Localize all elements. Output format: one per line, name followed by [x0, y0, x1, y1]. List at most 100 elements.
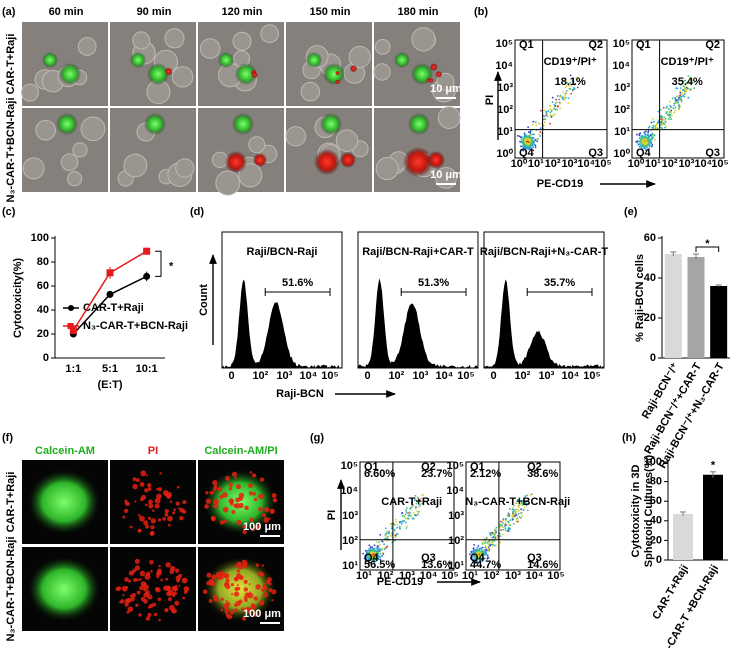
pi-spot: [220, 608, 223, 612]
tick-label: 10³: [497, 82, 513, 94]
pi-spot: [219, 520, 225, 525]
time-label: 180 min: [398, 6, 439, 18]
flow-dot: [636, 133, 638, 136]
pi-spot: [165, 577, 169, 581]
flow-dot: [507, 521, 510, 524]
flow-dot: [394, 536, 397, 539]
flow-dot: [525, 504, 528, 507]
flow-dot: [479, 561, 482, 564]
flow-dot: [367, 556, 370, 559]
pi-spot: [236, 484, 241, 490]
cell: [373, 63, 391, 81]
tick-label: 10⁵: [583, 370, 600, 382]
red-cell: [403, 147, 433, 177]
tick-label: 10¹: [342, 560, 358, 572]
cell: [375, 156, 399, 181]
quadrant-label: Q3: [705, 147, 720, 159]
flow-dot: [473, 544, 476, 546]
pi-spot: [183, 586, 190, 592]
flow-dot: [412, 504, 415, 507]
red-spot: [335, 79, 340, 85]
flow-dot: [662, 121, 664, 124]
quadrant-percent: 56.5%: [364, 559, 395, 571]
flow-dot: [471, 552, 473, 555]
flow-dot: [415, 499, 418, 502]
y-tick-label: 20: [644, 312, 656, 324]
flow-dot: [652, 118, 654, 120]
flow-dot: [377, 548, 379, 550]
pi-spot: [222, 506, 229, 513]
flow-dot: [655, 124, 658, 127]
pi-spot: [145, 474, 148, 477]
flow-dot: [559, 107, 561, 110]
pi-spot: [163, 585, 169, 591]
flow-dot: [520, 517, 522, 519]
flow-dot: [568, 87, 571, 90]
quadrant-label: Q2: [527, 461, 542, 473]
flow-dot: [365, 557, 368, 560]
pi-spot: [122, 515, 126, 519]
pi-spot: [213, 594, 217, 599]
pi-spot: [172, 511, 176, 515]
tick-label: 10⁵: [496, 38, 513, 50]
pi-spot: [124, 602, 129, 607]
flow-dot: [565, 79, 567, 82]
flow-dot: [406, 517, 409, 519]
flow-dot: [539, 131, 542, 133]
cell: [66, 171, 83, 187]
pi-spot: [252, 610, 259, 617]
flow-dot: [646, 146, 648, 149]
flow-dot: [495, 526, 498, 529]
flow-dot: [647, 131, 649, 134]
spheroid: [28, 470, 100, 534]
significance-bracket: [695, 246, 720, 252]
flow-dot: [664, 120, 667, 123]
y-tick-label: 80: [650, 476, 662, 488]
flow-dot: [649, 138, 651, 141]
flow-dot: [481, 546, 484, 549]
pi-spot: [145, 524, 150, 529]
significance-bracket: [155, 250, 162, 277]
tick-label: 10³: [342, 510, 358, 522]
flow-dot: [499, 525, 502, 528]
tick-label: 10³: [412, 370, 428, 382]
time-label: 150 min: [310, 6, 351, 18]
flow-dot: [475, 556, 478, 558]
pi-spot: [165, 562, 171, 568]
flow-dot: [395, 533, 398, 536]
marker: [106, 269, 114, 277]
pi-spot: [251, 528, 255, 532]
tick-label: 10⁴: [446, 485, 464, 497]
flow-dot: [649, 140, 652, 142]
flow-dot: [668, 111, 671, 114]
flow-dot: [654, 138, 656, 141]
flow-dot: [635, 141, 638, 143]
pi-spot: [230, 609, 235, 614]
pi-spot: [250, 603, 256, 608]
flow-dot: [502, 518, 505, 520]
flow-dot: [511, 517, 514, 520]
tick-label: 10⁰: [496, 148, 513, 160]
flow-dot: [515, 517, 518, 520]
flow-dot: [529, 136, 532, 139]
flow-dot: [683, 95, 686, 98]
flow-dot: [371, 546, 374, 549]
green-cell: [394, 52, 410, 68]
pi-spot: [144, 590, 151, 596]
flow-dot: [414, 507, 417, 510]
flow-dot: [476, 546, 479, 549]
flow-dot: [527, 137, 530, 140]
flow-dot: [669, 113, 672, 116]
flow-dot: [496, 534, 499, 537]
flow-dot: [525, 139, 528, 142]
tick-label: 10³: [399, 570, 415, 582]
flow-dot: [648, 142, 651, 145]
pi-spot: [174, 568, 180, 573]
tick-label: 10⁵: [321, 370, 338, 382]
tick-label: 10⁵: [613, 38, 630, 50]
flow-dot: [513, 513, 516, 516]
flow-dot: [540, 109, 542, 112]
flow-dot: [533, 133, 535, 136]
flow-dot: [384, 533, 387, 536]
quadrant-label: Q4: [636, 147, 652, 159]
